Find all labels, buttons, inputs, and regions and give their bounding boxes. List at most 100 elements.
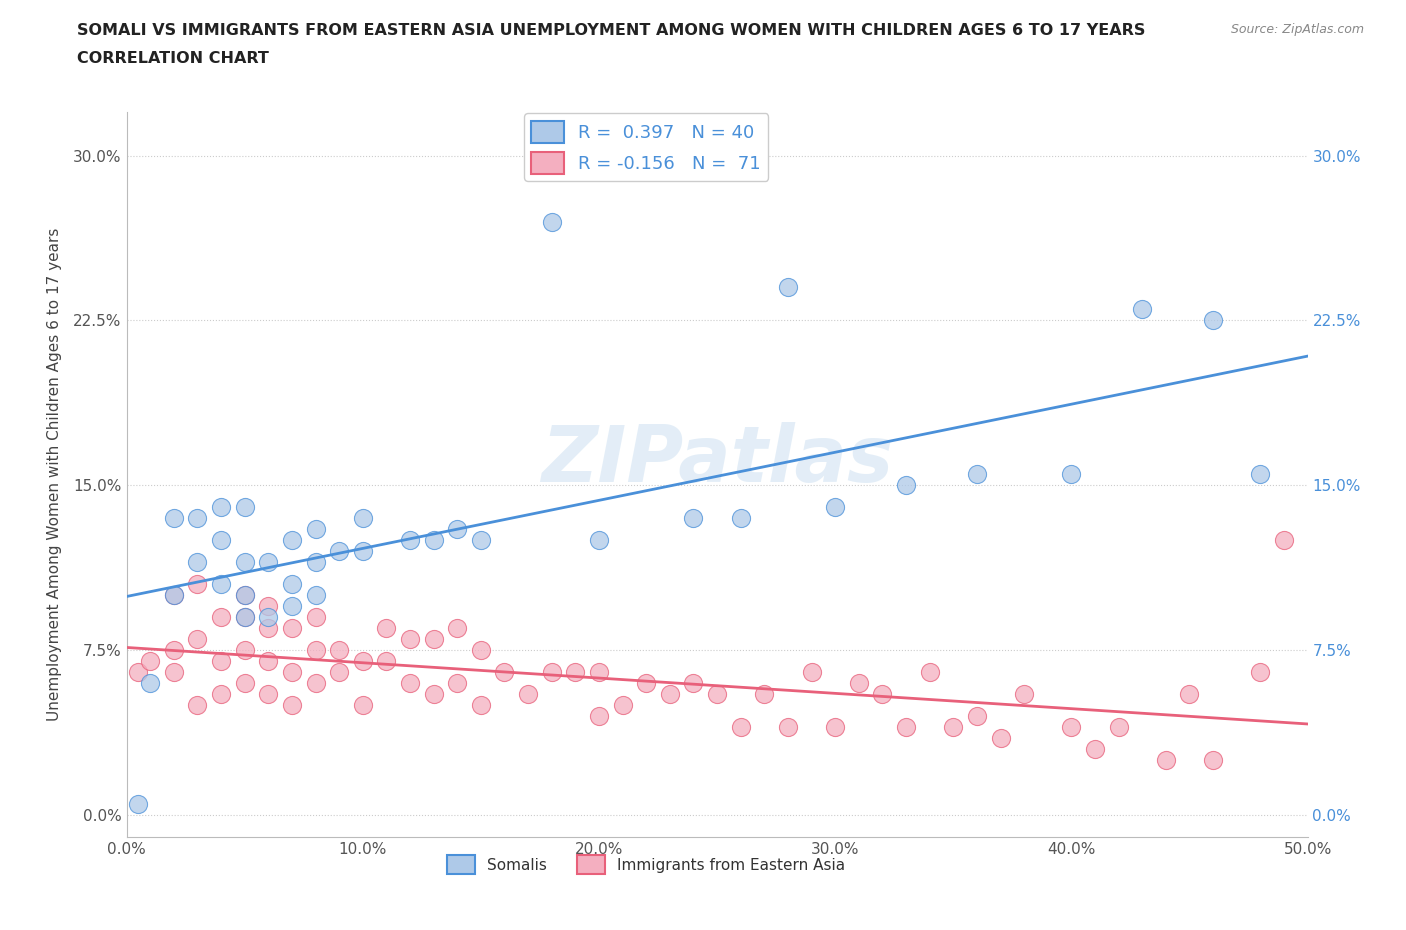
Point (352, 511, 374, 525)
Point (588, 709, 610, 724)
Point (470, 698, 492, 712)
Point (588, 665, 610, 680)
Point (186, 511, 208, 525)
Point (257, 654, 280, 669)
Text: CORRELATION CHART: CORRELATION CHART (77, 51, 269, 66)
Point (990, 731, 1012, 746)
Point (233, 610, 256, 625)
Point (186, 577, 208, 591)
Legend: Somalis, Immigrants from Eastern Asia: Somalis, Immigrants from Eastern Asia (441, 849, 851, 880)
Point (776, 720, 799, 735)
Point (304, 588, 326, 603)
Point (139, 654, 162, 669)
Point (209, 577, 232, 591)
Point (209, 499, 232, 514)
Point (163, 665, 186, 680)
Point (375, 654, 398, 669)
Point (233, 588, 256, 603)
Point (1154, 752, 1177, 767)
Point (918, 665, 941, 680)
Point (1108, 720, 1130, 735)
Point (328, 665, 350, 680)
Point (233, 643, 256, 658)
Point (800, 665, 823, 680)
Point (257, 555, 280, 570)
Point (706, 686, 728, 701)
Point (1202, 313, 1225, 328)
Point (233, 555, 256, 570)
Point (894, 478, 917, 493)
Text: SOMALI VS IMMIGRANTS FROM EASTERN ASIA UNEMPLOYMENT AMONG WOMEN WITH CHILDREN AG: SOMALI VS IMMIGRANTS FROM EASTERN ASIA U… (77, 23, 1146, 38)
Point (824, 499, 846, 514)
Point (1130, 302, 1153, 317)
Point (1060, 720, 1083, 735)
Point (281, 599, 304, 614)
Point (1272, 533, 1295, 548)
Point (304, 676, 326, 691)
Point (352, 544, 374, 559)
Point (966, 467, 988, 482)
Point (281, 698, 304, 712)
Point (281, 620, 304, 635)
Point (257, 620, 280, 635)
Point (209, 610, 232, 625)
Point (612, 698, 634, 712)
Point (257, 599, 280, 614)
Point (281, 665, 304, 680)
Point (422, 533, 444, 548)
Point (163, 588, 186, 603)
Point (304, 522, 326, 537)
Point (304, 555, 326, 570)
Point (1249, 467, 1271, 482)
Point (588, 533, 610, 548)
Point (139, 676, 162, 691)
Point (446, 676, 468, 691)
Point (399, 631, 422, 646)
Point (966, 709, 988, 724)
Point (328, 643, 350, 658)
Point (446, 522, 468, 537)
Y-axis label: Unemployment Among Women with Children Ages 6 to 17 years: Unemployment Among Women with Children A… (46, 228, 62, 721)
Point (776, 280, 799, 295)
Point (446, 620, 468, 635)
Point (209, 533, 232, 548)
Point (233, 499, 256, 514)
Point (352, 698, 374, 712)
Point (1084, 741, 1107, 756)
Point (517, 686, 540, 701)
Point (352, 654, 374, 669)
Point (257, 686, 280, 701)
Point (233, 610, 256, 625)
Point (304, 643, 326, 658)
Point (186, 555, 208, 570)
Point (540, 214, 562, 229)
Point (636, 676, 658, 691)
Point (209, 654, 232, 669)
Point (564, 665, 586, 680)
Point (209, 686, 232, 701)
Point (163, 511, 186, 525)
Point (1012, 686, 1035, 701)
Point (281, 533, 304, 548)
Point (1249, 665, 1271, 680)
Point (658, 686, 681, 701)
Point (1178, 686, 1201, 701)
Point (186, 698, 208, 712)
Point (470, 643, 492, 658)
Point (422, 686, 444, 701)
Point (304, 610, 326, 625)
Point (375, 620, 398, 635)
Point (233, 588, 256, 603)
Point (163, 588, 186, 603)
Point (730, 511, 752, 525)
Point (399, 676, 422, 691)
Point (257, 610, 280, 625)
Point (824, 720, 846, 735)
Point (281, 577, 304, 591)
Point (399, 533, 422, 548)
Point (848, 676, 870, 691)
Point (1060, 467, 1083, 482)
Point (328, 544, 350, 559)
Text: Source: ZipAtlas.com: Source: ZipAtlas.com (1230, 23, 1364, 36)
Point (942, 720, 965, 735)
